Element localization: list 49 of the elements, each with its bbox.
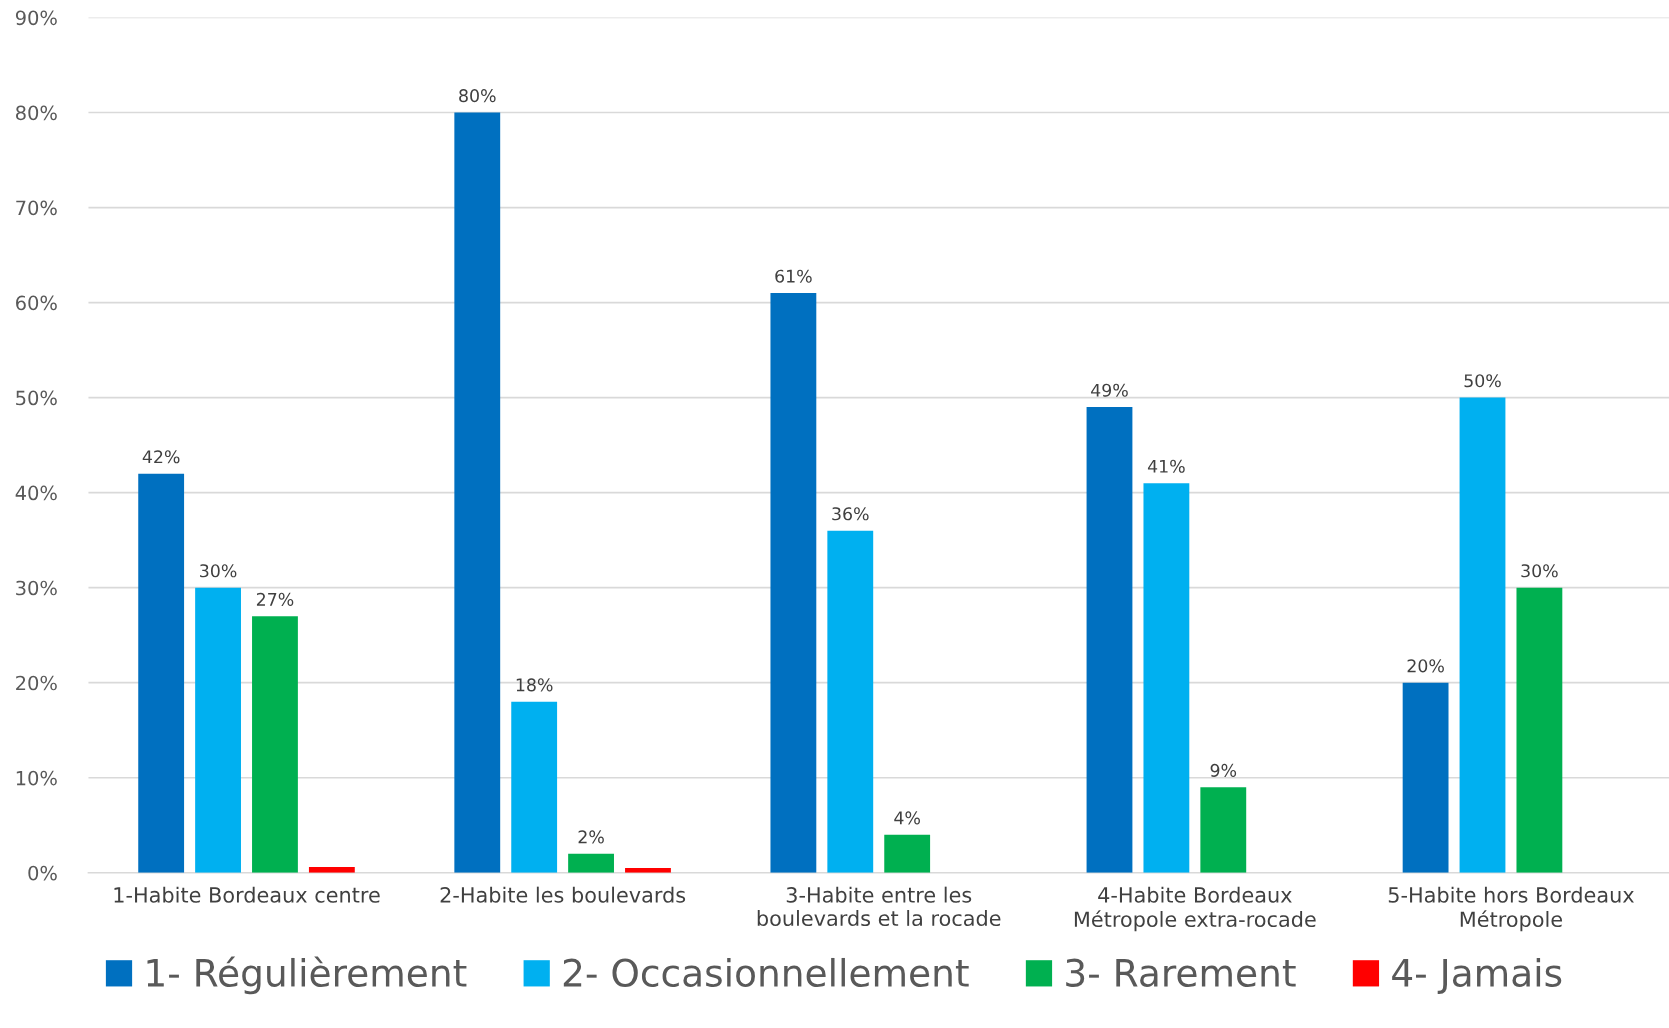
bar [1086,407,1133,873]
data-label: 30% [1521,564,1558,578]
data-label: 30% [200,564,237,578]
data-label: 42% [142,450,180,464]
legend-label: 3- Rarement [1066,958,1296,987]
bar [1143,483,1190,873]
x-tick-label: 3-Habite entre les boulevards et la rocade [757,886,1001,927]
y-tick-label: 90% [15,10,57,26]
legend-label: 4- Jamais [1392,957,1562,994]
data-label: 9% [1210,763,1237,777]
data-label: 61% [775,269,812,283]
bar [252,616,298,873]
bar [195,587,241,873]
bar [568,853,614,873]
bar [138,473,185,873]
x-tick-label: 2-Habite les boulevards [440,886,686,903]
data-label: 4% [894,811,920,825]
x-tick-label: 1-Habite Bordeaux centre [114,886,380,903]
y-tick-label: 70% [16,200,57,216]
y-tick-label: 30% [16,580,57,596]
data-label: 2% [578,830,604,844]
y-tick-label: 20% [16,675,57,691]
x-tick-label: 4-Habite Bordeaux Métropole extra-rocade [1074,886,1316,932]
data-label: 18% [516,678,553,692]
data-label: 80% [459,89,496,103]
data-label: 41% [1147,459,1185,473]
bar [827,530,874,873]
bar [1200,787,1247,873]
legend-label: 2- Occasionnellement [563,957,969,987]
y-tick-label: 10% [16,770,57,786]
x-tick-label: 5-Habite hors Bordeaux Métropole [1388,886,1634,932]
y-tick-label: 80% [16,105,57,121]
y-tick-label: 50% [16,390,57,406]
data-label: 20% [1407,659,1444,673]
bar [511,701,558,873]
y-tick-label: 40% [15,485,57,501]
bar [770,293,817,873]
data-label: 36% [832,507,869,521]
bar [884,834,931,873]
legend-label: 1- Régulièrement [147,956,467,995]
y-tick-label: 0% [28,865,57,881]
data-label: 27% [256,592,294,606]
data-label: 50% [1464,374,1501,388]
bar [454,112,501,873]
bar [1402,682,1449,873]
bar [1516,587,1563,873]
bar [1459,397,1506,873]
data-label: 49% [1091,383,1128,397]
y-tick-label: 60% [16,295,57,311]
